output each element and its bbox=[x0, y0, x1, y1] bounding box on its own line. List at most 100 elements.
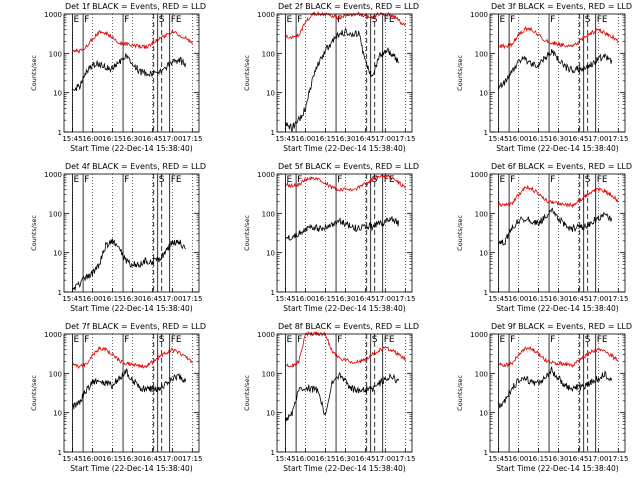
x-tick-label: 16:45 bbox=[355, 135, 375, 143]
plot-frame bbox=[276, 173, 413, 293]
x-tick-label: 16:00 bbox=[508, 455, 528, 463]
marker-label: F bbox=[124, 15, 129, 25]
y-tick-label: 10 bbox=[266, 90, 275, 98]
series-line-black-events bbox=[498, 207, 613, 246]
x-tick-label: 16:15 bbox=[528, 135, 548, 143]
x-axis-label: Start Time (22-Dec-14 15:38:40) bbox=[70, 144, 192, 153]
series-line-black-events bbox=[72, 368, 187, 410]
series-line-black-events bbox=[498, 366, 613, 409]
marker-label: F bbox=[297, 15, 302, 25]
y-tick-label: 10 bbox=[53, 250, 62, 258]
y-tick-label: 1 bbox=[58, 449, 62, 457]
x-tick-label: 16:45 bbox=[142, 455, 162, 463]
x-tick-label: 16:45 bbox=[142, 135, 162, 143]
y-tick-label: 1 bbox=[484, 289, 488, 297]
marker-label: E bbox=[73, 335, 79, 345]
marker-label: FE bbox=[597, 335, 608, 345]
series-line-black-events bbox=[285, 27, 400, 133]
x-tick-label: 16:30 bbox=[548, 455, 568, 463]
x-tick-label: 16:15 bbox=[315, 455, 335, 463]
y-tick-label: 1000 bbox=[257, 331, 275, 339]
marker-label: F bbox=[510, 335, 515, 345]
marker-label: F bbox=[550, 335, 555, 345]
x-axis-label: Start Time (22-Dec-14 15:38:40) bbox=[496, 304, 618, 313]
x-tick-label: 16:30 bbox=[335, 135, 355, 143]
x-tick-label: 17:15 bbox=[608, 295, 628, 303]
marker-label: E bbox=[73, 175, 79, 185]
marker-label: F bbox=[337, 175, 342, 185]
chart-title: Det 7f BLACK = Events, RED = LLD bbox=[65, 322, 206, 331]
x-tick-label: 16:30 bbox=[122, 135, 142, 143]
marker-label: FE bbox=[384, 175, 395, 185]
marker-label: E bbox=[499, 335, 505, 345]
marker-label: F bbox=[510, 175, 515, 185]
x-tick-label: 16:00 bbox=[82, 455, 102, 463]
plot-frame bbox=[63, 333, 200, 453]
chart-panel-9: Det 9f BLACK = Events, RED = LLD Counts/s… bbox=[456, 322, 632, 473]
x-tick-label: 16:15 bbox=[315, 295, 335, 303]
marker-label: F bbox=[550, 175, 555, 185]
marker-label: E bbox=[499, 175, 505, 185]
marker-label: E bbox=[286, 15, 292, 25]
x-tick-label: 16:15 bbox=[528, 455, 548, 463]
x-tick-label: 17:15 bbox=[395, 295, 415, 303]
x-tick-label: 16:00 bbox=[508, 295, 528, 303]
marker-label: FE bbox=[384, 335, 395, 345]
series-line-red-lld bbox=[498, 184, 619, 209]
series-line-red-lld bbox=[285, 10, 406, 40]
marker-label: E bbox=[286, 335, 292, 345]
marker-label: FE bbox=[597, 15, 608, 25]
y-axis-label: Counts/sec bbox=[243, 55, 251, 91]
marker-label: FE bbox=[597, 175, 608, 185]
x-tick-label: 16:45 bbox=[568, 135, 588, 143]
x-tick-label: 16:30 bbox=[122, 295, 142, 303]
y-tick-label: 1 bbox=[484, 449, 488, 457]
chart-panel-3: Det 3f BLACK = Events, RED = LLD Counts/s… bbox=[456, 2, 632, 153]
y-tick-label: 10 bbox=[266, 250, 275, 258]
x-tick-label: 16:00 bbox=[295, 135, 315, 143]
x-tick-label: 15:45 bbox=[62, 295, 82, 303]
x-tick-label: 16:30 bbox=[548, 135, 568, 143]
y-tick-label: 100 bbox=[49, 50, 62, 58]
x-axis-label: Start Time (22-Dec-14 15:38:40) bbox=[283, 304, 405, 313]
plot-frame bbox=[489, 173, 626, 293]
y-tick-label: 100 bbox=[262, 50, 275, 58]
x-tick-label: 17:00 bbox=[162, 455, 182, 463]
x-tick-label: 16:45 bbox=[142, 295, 162, 303]
chart-title: Det 5f BLACK = Events, RED = LLD bbox=[278, 162, 419, 171]
plot-frame bbox=[276, 333, 413, 453]
x-tick-label: 15:45 bbox=[62, 135, 82, 143]
x-tick-label: 16:00 bbox=[82, 295, 102, 303]
series-line-black-events bbox=[498, 49, 613, 90]
y-tick-label: 1 bbox=[271, 289, 275, 297]
chart-panel-4: Det 4f BLACK = Events, RED = LLD Counts/s… bbox=[30, 162, 206, 313]
marker-label: FE bbox=[171, 15, 182, 25]
x-tick-label: 16:30 bbox=[548, 295, 568, 303]
marker-label: FE bbox=[384, 15, 395, 25]
series-line-black-events bbox=[72, 238, 186, 291]
y-tick-label: 100 bbox=[49, 210, 62, 218]
plot-frame bbox=[489, 333, 626, 453]
x-tick-label: 16:45 bbox=[355, 295, 375, 303]
x-tick-label: 16:30 bbox=[122, 455, 142, 463]
plot-frame bbox=[276, 13, 413, 133]
y-tick-label: 100 bbox=[475, 210, 488, 218]
x-tick-label: 16:45 bbox=[568, 455, 588, 463]
plot-frame bbox=[63, 173, 200, 293]
plot-frame bbox=[489, 13, 626, 133]
series-line-red-lld bbox=[285, 330, 406, 368]
marker-label: S bbox=[372, 175, 378, 185]
x-tick-label: 16:30 bbox=[335, 295, 355, 303]
y-tick-label: 10 bbox=[53, 90, 62, 98]
x-tick-label: 17:15 bbox=[395, 135, 415, 143]
x-tick-label: 16:00 bbox=[295, 455, 315, 463]
marker-label: F bbox=[337, 15, 342, 25]
x-tick-label: 16:30 bbox=[335, 455, 355, 463]
series-line-black-events bbox=[72, 53, 187, 92]
chart-panel-7: Det 7f BLACK = Events, RED = LLD Counts/s… bbox=[30, 322, 206, 473]
x-tick-label: 15:45 bbox=[275, 135, 295, 143]
y-axis-label: Counts/sec bbox=[243, 215, 251, 251]
y-tick-label: 100 bbox=[475, 50, 488, 58]
chart-title: Det 6f BLACK = Events, RED = LLD bbox=[491, 162, 632, 171]
